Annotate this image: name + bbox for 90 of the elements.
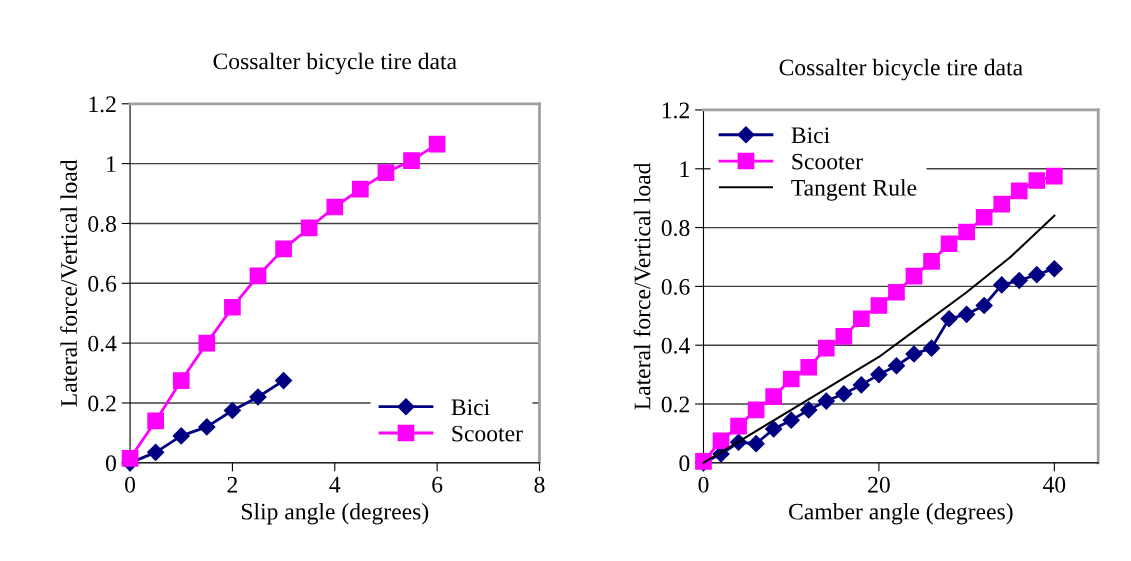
point — [428, 135, 446, 153]
legend-label: Bici — [791, 127, 830, 144]
point — [993, 195, 1011, 213]
point — [1046, 167, 1063, 185]
point — [403, 152, 420, 169]
point — [835, 328, 853, 345]
x-tick-label: 40 — [1043, 476, 1066, 493]
point — [1010, 271, 1028, 290]
point — [975, 208, 993, 226]
legend-label: Scooter — [792, 153, 863, 170]
y-tick-label: 1.2 — [662, 102, 689, 119]
x-tick-label: 4 — [329, 476, 341, 493]
point — [198, 418, 216, 436]
point — [223, 401, 241, 420]
point — [747, 401, 765, 419]
x-tick-label: 20 — [868, 476, 890, 493]
point — [975, 296, 993, 315]
point — [765, 420, 783, 438]
x-tick-label: 0 — [698, 476, 709, 493]
x-axis-title: Slip angle (degrees) — [241, 502, 429, 525]
legend-label: Scooter — [452, 425, 523, 442]
y-tick-label: 0.6 — [661, 278, 690, 295]
x-tick-label: 0 — [125, 476, 136, 493]
point — [765, 388, 782, 405]
chart-title: Cossalter bicycle tire data — [213, 52, 457, 75]
y-tick-label: 0.6 — [88, 275, 117, 292]
point — [147, 412, 164, 430]
x-axis-title: Camber angle (degrees) — [789, 502, 1013, 525]
y-tick-label: 1.2 — [89, 96, 116, 113]
point — [800, 358, 818, 376]
legend-label: Tangent Rule — [791, 179, 917, 201]
point — [800, 401, 818, 419]
y-axis-title: Lateral force/Vertical load — [60, 159, 78, 407]
point — [835, 385, 853, 403]
y-tick-label: 1 — [680, 161, 689, 177]
point — [172, 427, 190, 445]
point — [198, 334, 216, 352]
x-tick-label: 8 — [534, 476, 545, 493]
y-tick-label: 0.8 — [661, 220, 690, 237]
chart-title: Cossalter bicycle tire data — [779, 58, 1023, 81]
point — [1045, 260, 1063, 278]
point — [326, 198, 344, 216]
y-tick-label: 1 — [107, 156, 116, 172]
point — [249, 388, 267, 406]
y-tick-label: 0.8 — [88, 215, 116, 232]
point — [275, 371, 293, 390]
legend-label: Bici — [451, 399, 490, 416]
point — [905, 267, 923, 285]
y-tick-label: 0.4 — [661, 337, 690, 354]
point — [958, 223, 975, 241]
y-tick-label: 0.2 — [661, 396, 689, 413]
y-axis-title: Lateral force/Vertical load — [633, 162, 651, 410]
x-tick-label: 2 — [227, 476, 238, 493]
point — [1028, 266, 1046, 284]
point — [940, 310, 958, 328]
point — [887, 357, 906, 375]
point — [922, 339, 941, 357]
point — [730, 417, 747, 435]
point — [817, 339, 835, 357]
point — [817, 392, 835, 410]
point — [377, 164, 395, 181]
point — [870, 297, 888, 314]
point — [958, 305, 976, 323]
y-tick-label: 0 — [105, 455, 116, 472]
point — [993, 276, 1011, 294]
y-tick-label: 0.4 — [88, 335, 117, 352]
point — [853, 310, 870, 328]
point — [782, 411, 800, 429]
point — [905, 345, 923, 363]
point — [275, 240, 292, 258]
point — [940, 235, 958, 253]
point — [852, 376, 870, 394]
point — [712, 432, 730, 450]
point — [121, 450, 139, 467]
point — [147, 443, 165, 461]
point — [870, 366, 888, 384]
point — [888, 283, 905, 301]
y-tick-label: 0 — [679, 455, 690, 472]
point — [923, 253, 940, 270]
point — [172, 372, 190, 389]
point — [747, 435, 765, 453]
point — [249, 267, 267, 285]
point — [300, 219, 318, 237]
point — [352, 180, 369, 198]
point — [782, 370, 800, 388]
y-tick-label: 0.2 — [88, 395, 116, 412]
point — [1010, 182, 1028, 200]
point — [224, 298, 241, 316]
point — [1028, 172, 1046, 189]
x-tick-label: 6 — [432, 476, 443, 493]
